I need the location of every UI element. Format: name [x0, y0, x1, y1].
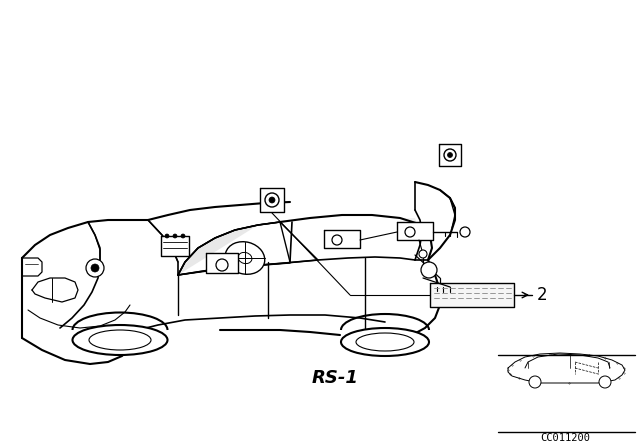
Circle shape: [460, 227, 470, 237]
Polygon shape: [324, 230, 360, 248]
Ellipse shape: [225, 242, 265, 274]
Text: CC011200: CC011200: [540, 433, 590, 443]
Polygon shape: [161, 236, 189, 256]
Circle shape: [447, 152, 452, 158]
Circle shape: [269, 197, 275, 203]
Circle shape: [421, 262, 437, 278]
Text: 2: 2: [537, 286, 548, 304]
Polygon shape: [178, 222, 290, 275]
Ellipse shape: [72, 325, 168, 355]
Circle shape: [181, 234, 185, 238]
Ellipse shape: [89, 330, 151, 350]
Circle shape: [86, 259, 104, 277]
Ellipse shape: [341, 328, 429, 356]
Polygon shape: [22, 130, 474, 365]
Circle shape: [405, 227, 415, 237]
Polygon shape: [397, 222, 433, 240]
Polygon shape: [178, 222, 318, 275]
Polygon shape: [439, 144, 461, 166]
Text: RS-1: RS-1: [312, 369, 358, 387]
Circle shape: [529, 376, 541, 388]
Polygon shape: [178, 215, 432, 275]
Ellipse shape: [356, 333, 414, 351]
Circle shape: [91, 264, 99, 272]
Circle shape: [165, 234, 169, 238]
Circle shape: [265, 193, 279, 207]
Circle shape: [332, 235, 342, 245]
Circle shape: [173, 234, 177, 238]
Circle shape: [216, 259, 228, 271]
Ellipse shape: [238, 252, 252, 263]
Polygon shape: [206, 253, 238, 273]
Polygon shape: [260, 188, 284, 212]
Circle shape: [599, 376, 611, 388]
Polygon shape: [22, 220, 178, 275]
Circle shape: [419, 250, 427, 258]
Polygon shape: [430, 283, 514, 307]
Polygon shape: [290, 218, 428, 262]
Circle shape: [444, 149, 456, 161]
